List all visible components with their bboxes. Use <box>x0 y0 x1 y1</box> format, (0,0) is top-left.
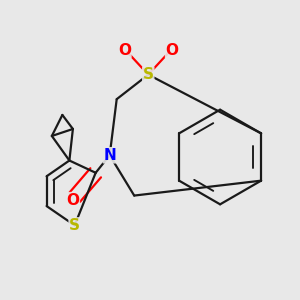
Text: S: S <box>69 218 80 233</box>
Text: N: N <box>103 148 116 163</box>
Text: O: O <box>66 193 80 208</box>
Text: S: S <box>143 67 154 82</box>
Text: O: O <box>118 43 131 58</box>
Text: O: O <box>166 43 178 58</box>
